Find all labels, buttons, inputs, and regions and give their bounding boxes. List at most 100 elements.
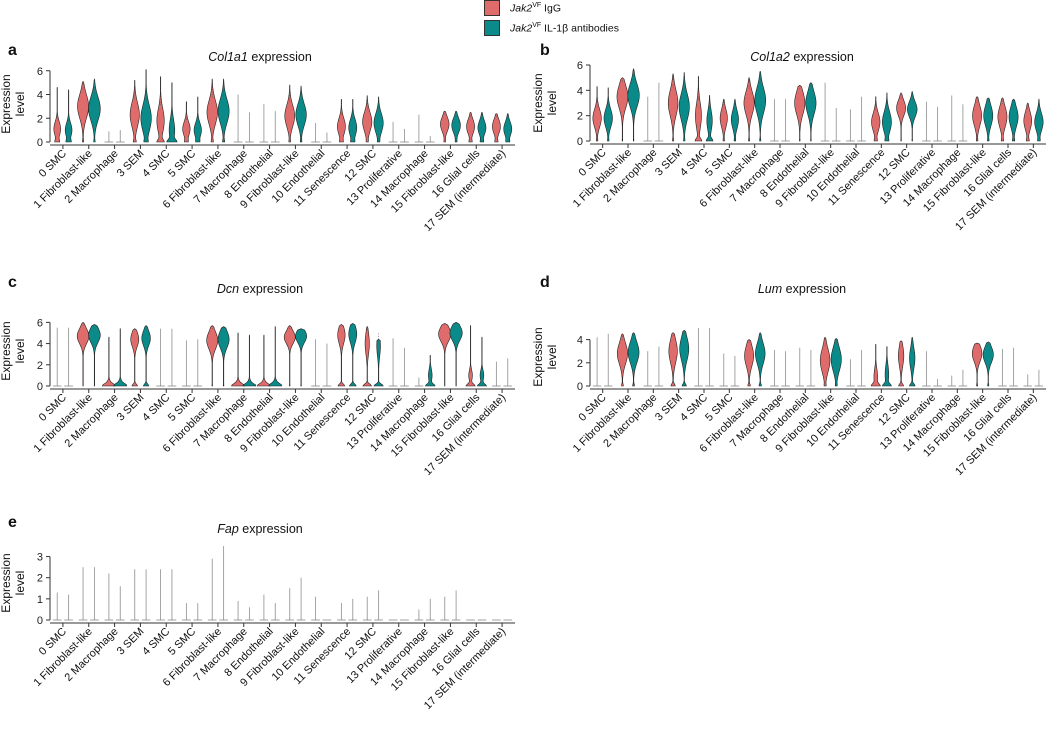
y-tick-label: 4 [37,90,43,102]
violin-il1b [140,69,152,143]
violin-il1b [166,82,178,143]
violin-igg [971,342,983,387]
violin-igg [668,332,678,387]
violin-il1b [113,328,128,387]
violin-igg [744,339,754,387]
violin-igg [438,323,452,387]
y-tick-label: 0 [577,136,583,148]
violin-il1b [88,324,101,387]
panel-title-b: Col1a2 expression [750,50,854,64]
violin-igg [972,96,982,142]
violin-igg [440,110,450,143]
violin-igg [616,77,629,142]
violin-il1b [882,92,892,142]
violin-il1b [1034,98,1044,142]
violin-il1b [805,82,817,142]
y-tick-label: 2 [37,360,43,372]
y-axis-label: Expression [0,74,13,133]
violin-il1b [295,328,307,387]
violin-il1b [730,98,739,142]
violin-igg [77,81,89,143]
violin-igg [819,336,831,387]
violin-igg [362,95,373,143]
y-axis-label: level [545,345,559,370]
violin-il1b [449,322,463,387]
x-tick-label: 4 SMC [678,392,710,424]
violin-il1b [476,336,488,387]
y-tick-label: 0 [37,381,43,393]
x-tick-label: 4 SMC [140,626,172,658]
violin-igg [871,96,881,142]
violin-il1b [141,325,151,387]
violin-il1b [627,332,640,387]
violin-igg [129,79,140,143]
legend-item-igg: Jak2VF IgG [484,0,561,16]
y-tick-label: 6 [37,66,43,78]
violin-igg [362,326,373,387]
y-axis-label: Expression [531,73,545,132]
violin-il1b [451,110,461,143]
violin-igg [337,324,346,387]
x-tick-label: 4 SMC [678,147,710,179]
violin-igg [694,76,703,142]
panel-title-c: Dcn expression [216,282,304,296]
violin-igg [719,98,728,142]
violin-igg [997,97,1008,142]
panel-letter-d: d [540,274,550,291]
violin-il1b [348,323,358,387]
y-tick-label: 2 [577,358,583,370]
violin-igg [76,322,90,387]
panel-letter-b: b [540,42,550,59]
violin-il1b [348,98,358,143]
y-tick-label: 2 [37,113,43,125]
y-axis-label: Expression [0,553,13,612]
y-tick-label: 2 [37,573,43,585]
legend-swatch-igg [484,0,500,16]
violin-igg [206,78,218,143]
y-axis-label: level [13,571,27,596]
violin-il1b [217,78,230,143]
violin-igg [206,325,219,387]
violin-il1b [1008,98,1019,142]
x-tick-label: 4 SMC [140,148,172,180]
panel-title-a: Col1a1 expression [208,50,312,64]
violin-igg [337,98,346,143]
y-tick-label: 6 [37,317,43,329]
violin-igg [898,340,905,387]
x-tick-label: 3 SEM [115,626,147,658]
y-axis-label: Expression [531,327,545,386]
violin-igg [492,113,501,143]
y-axis-label: level [545,91,559,116]
violin-il1b [678,72,690,142]
violin-igg [896,92,906,142]
y-tick-label: 1 [37,594,43,606]
figure-legend: Jak2VF IgG Jak2VF IL-1β antibodies [484,0,724,36]
y-tick-label: 2 [577,111,583,123]
y-tick-label: 4 [577,85,583,97]
violin-il1b [754,71,767,142]
violin-il1b [88,78,101,143]
legend-label-il1b: Jak2VF IL-1β antibodies [510,21,619,35]
violin-il1b [679,330,690,387]
violin-igg [101,336,116,387]
violin-il1b [830,338,842,387]
y-axis-label: Expression [0,321,13,380]
violin-il1b [983,97,994,142]
legend-item-il1b: Jak2VF IL-1β antibodies [484,20,619,36]
x-tick-label: 4 SMC [140,392,172,424]
violin-igg [156,76,165,143]
panel-letter-e: e [8,514,17,531]
panel-letter-c: c [8,274,17,291]
y-axis-label: level [13,339,27,364]
violin-igg [283,325,296,387]
violin-il1b [503,113,513,143]
panel-title-e: Fap expression [217,522,303,536]
violin-il1b [477,112,487,143]
violin-igg [130,328,140,387]
violin-igg [182,101,191,143]
violin-il1b [425,354,436,387]
